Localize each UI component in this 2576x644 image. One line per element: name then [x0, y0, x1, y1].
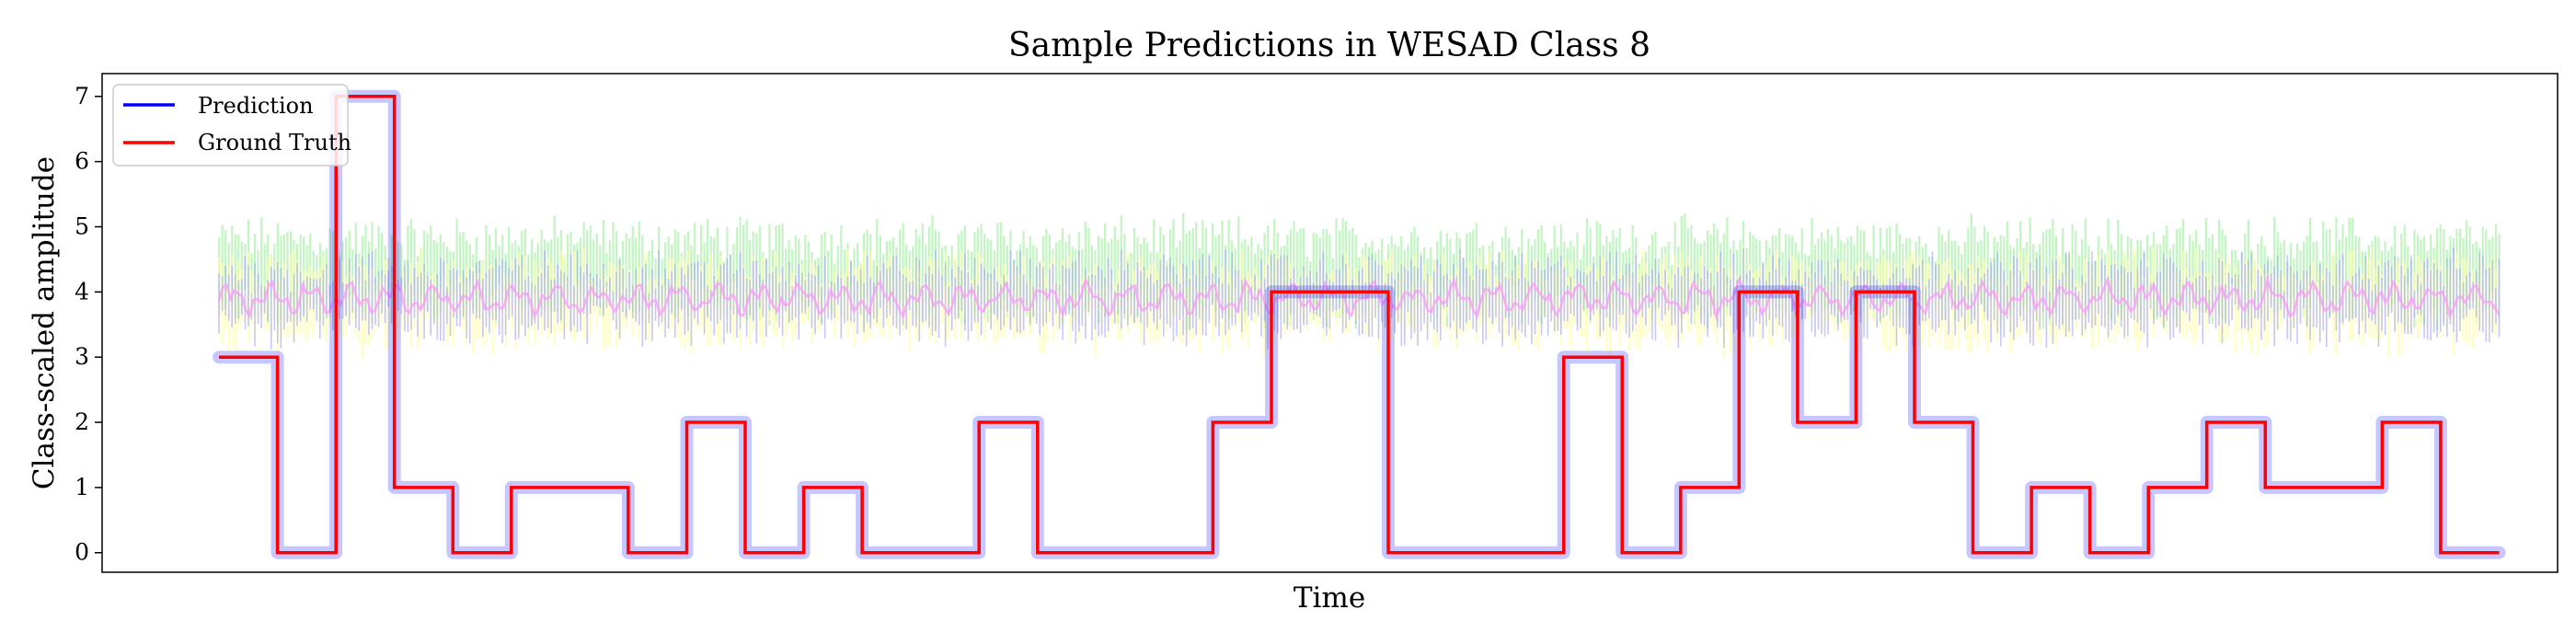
- chart-title: Sample Predictions in WESAD Class 8: [1008, 27, 1650, 64]
- background-signal-line: [217, 275, 2501, 321]
- y-axis-label: Class-scaled amplitude: [28, 156, 61, 489]
- y-tick-label: 6: [75, 148, 89, 175]
- legend-label-prediction: Prediction: [198, 93, 314, 119]
- legend: Prediction Ground Truth: [112, 84, 351, 167]
- legend-label-ground-truth: Ground Truth: [198, 130, 351, 155]
- ground-truth-series-line: [219, 95, 2500, 555]
- background-signal-3: [217, 275, 2501, 321]
- plot-frame: [101, 73, 2559, 573]
- x-axis-label: Time: [1294, 581, 1365, 615]
- y-tick-label: 1: [75, 474, 89, 500]
- y-tick-label: 2: [75, 408, 89, 435]
- series-lines: [213, 89, 2506, 559]
- y-tick-label: 7: [75, 83, 89, 109]
- y-axis-ticks: 0 1 2 3 4 5 6 7: [75, 83, 102, 566]
- y-tick-label: 3: [75, 343, 89, 370]
- y-tick-label: 5: [75, 213, 89, 239]
- y-tick-label: 0: [75, 539, 89, 566]
- background-signals: [217, 213, 2501, 358]
- y-tick-label: 4: [75, 278, 89, 305]
